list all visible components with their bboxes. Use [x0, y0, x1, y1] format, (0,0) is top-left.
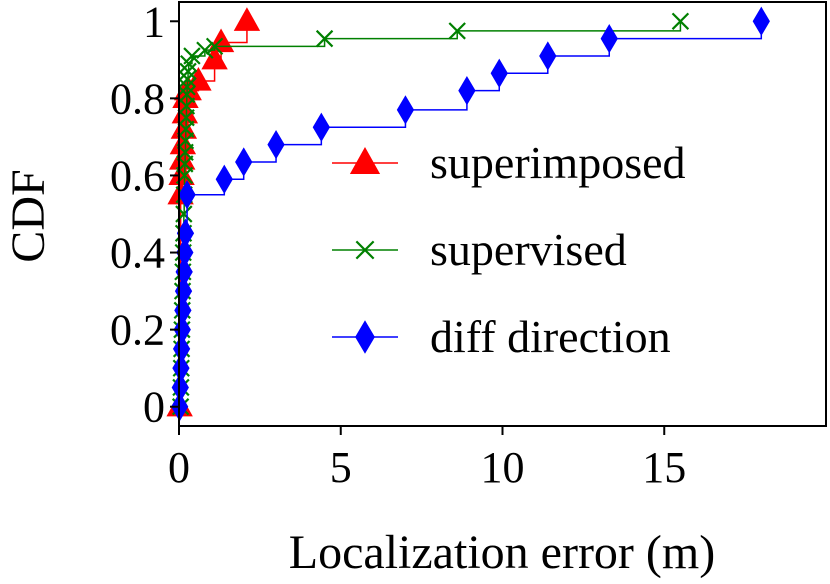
data-point-diff-direction: [490, 58, 508, 88]
y-tick-label: 0.4: [110, 229, 165, 278]
data-point-supervised: [448, 22, 466, 40]
data-point-superimposed: [233, 7, 261, 31]
data-point-diff-direction: [176, 218, 195, 248]
data-point-superimposed: [201, 45, 228, 70]
y-tick-label: 0.2: [110, 306, 165, 355]
data-point-diff-direction: [267, 129, 285, 160]
data-point-diff-direction: [178, 180, 196, 210]
data-point-supervised: [315, 29, 334, 48]
x-axis-label: Localization error (m): [289, 526, 715, 579]
y-axis-label: CDF: [2, 169, 55, 262]
data-point-supervised: [671, 12, 690, 30]
legend-marker-diff-direction: [355, 320, 375, 354]
y-axis: 0 0.2 0.4 0.6 0.8 1: [110, 0, 179, 432]
legend-label-diff-direction: diff direction: [430, 311, 671, 362]
data-point-diff-direction: [171, 372, 189, 403]
data-point-diff-direction: [172, 334, 191, 364]
data-point-supervised: [196, 41, 214, 59]
x-axis: 0 5 10 15: [168, 426, 686, 492]
y-tick-label: 0: [143, 383, 165, 432]
y-tick-label: 0.8: [110, 74, 165, 123]
data-point-diff-direction: [396, 95, 415, 125]
data-point-supervised: [178, 78, 196, 96]
legend-label-supervised: supervised: [430, 224, 627, 275]
data-point-diff-direction: [172, 353, 190, 383]
data-point-supervised: [205, 37, 224, 56]
legend-marker-supervised: [355, 240, 375, 260]
data-point-supervised: [183, 47, 201, 65]
data-point-supervised: [179, 62, 197, 81]
data-point-diff-direction: [539, 41, 557, 71]
data-point-supervised: [178, 70, 197, 88]
data-point-diff-direction: [312, 112, 330, 142]
y-tick-label: 1: [143, 0, 165, 46]
x-tick-label: 0: [168, 443, 190, 492]
legend-marker-superimposed: [349, 146, 381, 174]
legend: superimposed supervised diff direction: [332, 137, 686, 362]
data-point-diff-direction: [458, 76, 476, 106]
x-tick-label: 15: [642, 443, 686, 492]
data-point-superimposed: [169, 146, 196, 170]
data-point-diff-direction: [235, 147, 253, 177]
data-point-diff-direction: [215, 164, 233, 194]
data-point-diff-direction: [600, 23, 618, 54]
data-point-supervised: [178, 85, 196, 104]
legend-label-superimposed: superimposed: [430, 137, 686, 188]
y-tick-label: 0.6: [110, 151, 165, 200]
x-tick-label: 10: [481, 443, 525, 492]
data-point-diff-direction: [752, 6, 770, 36]
x-tick-label: 5: [330, 443, 352, 492]
